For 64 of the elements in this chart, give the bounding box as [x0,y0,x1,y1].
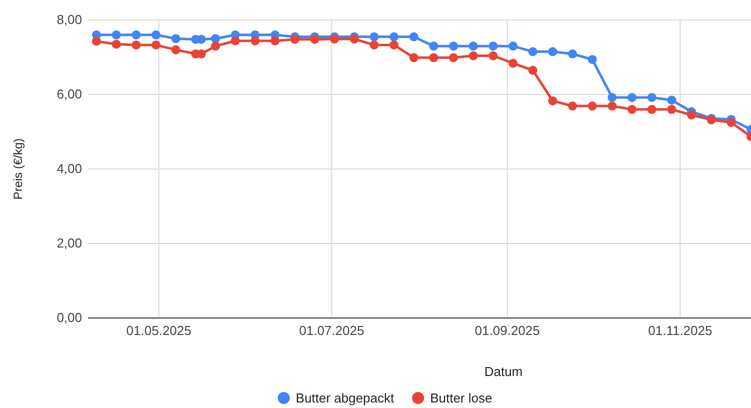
legend-label: Butter lose [430,390,492,406]
y-tick-label: 8,00 [56,12,82,28]
point [528,47,538,56]
point [310,34,320,44]
point [270,36,280,46]
legend-label: Butter abgepackt [296,390,394,406]
point [647,92,656,102]
point [112,40,121,49]
point [568,49,578,58]
point [508,58,518,68]
point [112,30,121,40]
point [488,51,498,60]
point [210,42,220,51]
point [230,36,240,46]
point [608,102,617,111]
point [686,110,696,120]
point [508,42,518,51]
point [389,40,399,50]
point [548,96,558,106]
y-tick-label: 4,00 [56,161,82,176]
y-axis-title: Preis (€/kg) [11,138,25,200]
point [330,34,340,44]
point [370,40,379,50]
point [171,34,180,44]
point [627,104,637,114]
point [429,42,438,51]
y-tick-label: 2,00 [56,236,82,251]
y-tick-label: 6,00 [56,86,82,102]
point [171,45,180,54]
point [409,53,418,62]
point [92,36,102,46]
point [151,40,161,50]
point [627,92,637,102]
x-tick-label: 01.07.2025 [299,323,364,338]
point [370,32,379,42]
point [448,53,458,62]
point [568,102,578,111]
point [409,32,418,42]
point [588,102,597,111]
point [132,40,141,50]
point [151,30,161,40]
point [468,51,478,60]
point [389,32,399,42]
point [667,104,676,114]
point [429,53,438,62]
point [468,42,478,51]
x-tick-label: 01.11.2025 [648,323,712,338]
point [448,42,458,51]
point [488,42,498,51]
point [528,66,538,75]
point [290,34,300,44]
point [608,92,617,102]
x-tick-label: 01.09.2025 [474,323,540,338]
point [588,54,597,64]
point [250,36,260,46]
x-tick-label: 01.05.2025 [126,323,192,338]
point [132,30,141,40]
point [647,104,656,114]
y-tick-label: 0,00 [56,310,82,326]
point [667,96,676,105]
point [350,34,359,44]
point [548,47,558,56]
x-axis-title: Datum [484,364,523,379]
point [726,118,736,127]
